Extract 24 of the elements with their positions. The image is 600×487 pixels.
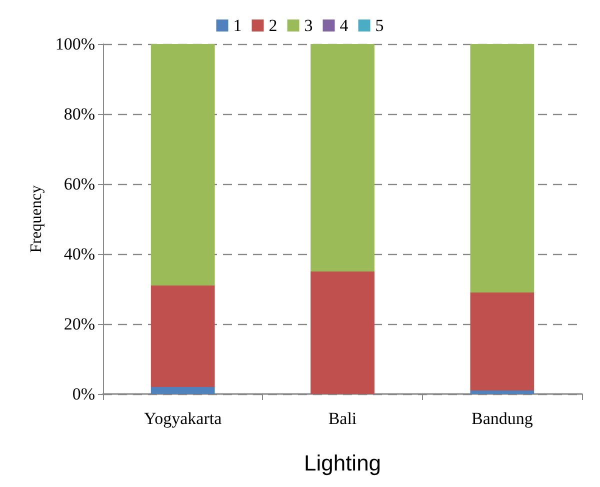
y-tick-label: 80%	[64, 104, 95, 124]
bar	[470, 292, 534, 390]
x-tick-label: Bandung	[471, 409, 534, 428]
x-tick-label: Bali	[328, 409, 357, 428]
legend-label: 1	[233, 16, 242, 35]
x-axis-title: Lighting	[304, 450, 382, 476]
legend-label: 3	[304, 16, 313, 35]
bar	[150, 387, 215, 394]
y-tick-label: 60%	[64, 174, 95, 194]
bar	[470, 390, 534, 394]
bar	[150, 286, 215, 387]
legend-label: 2	[268, 16, 278, 35]
legend-label: 4	[340, 16, 349, 35]
y-tick-label: 40%	[64, 244, 95, 264]
x-tick-label: Yogyakarta	[144, 409, 222, 428]
y-tick-label: 20%	[64, 314, 95, 334]
bar	[310, 44, 374, 272]
bar	[470, 44, 534, 292]
bar	[310, 272, 374, 394]
y-axis-title: Frequency	[28, 185, 45, 253]
bar	[150, 44, 215, 286]
y-tick-label: 0%	[72, 384, 95, 404]
legend-label: 5	[375, 16, 384, 35]
y-tick-label: 100%	[55, 34, 95, 54]
